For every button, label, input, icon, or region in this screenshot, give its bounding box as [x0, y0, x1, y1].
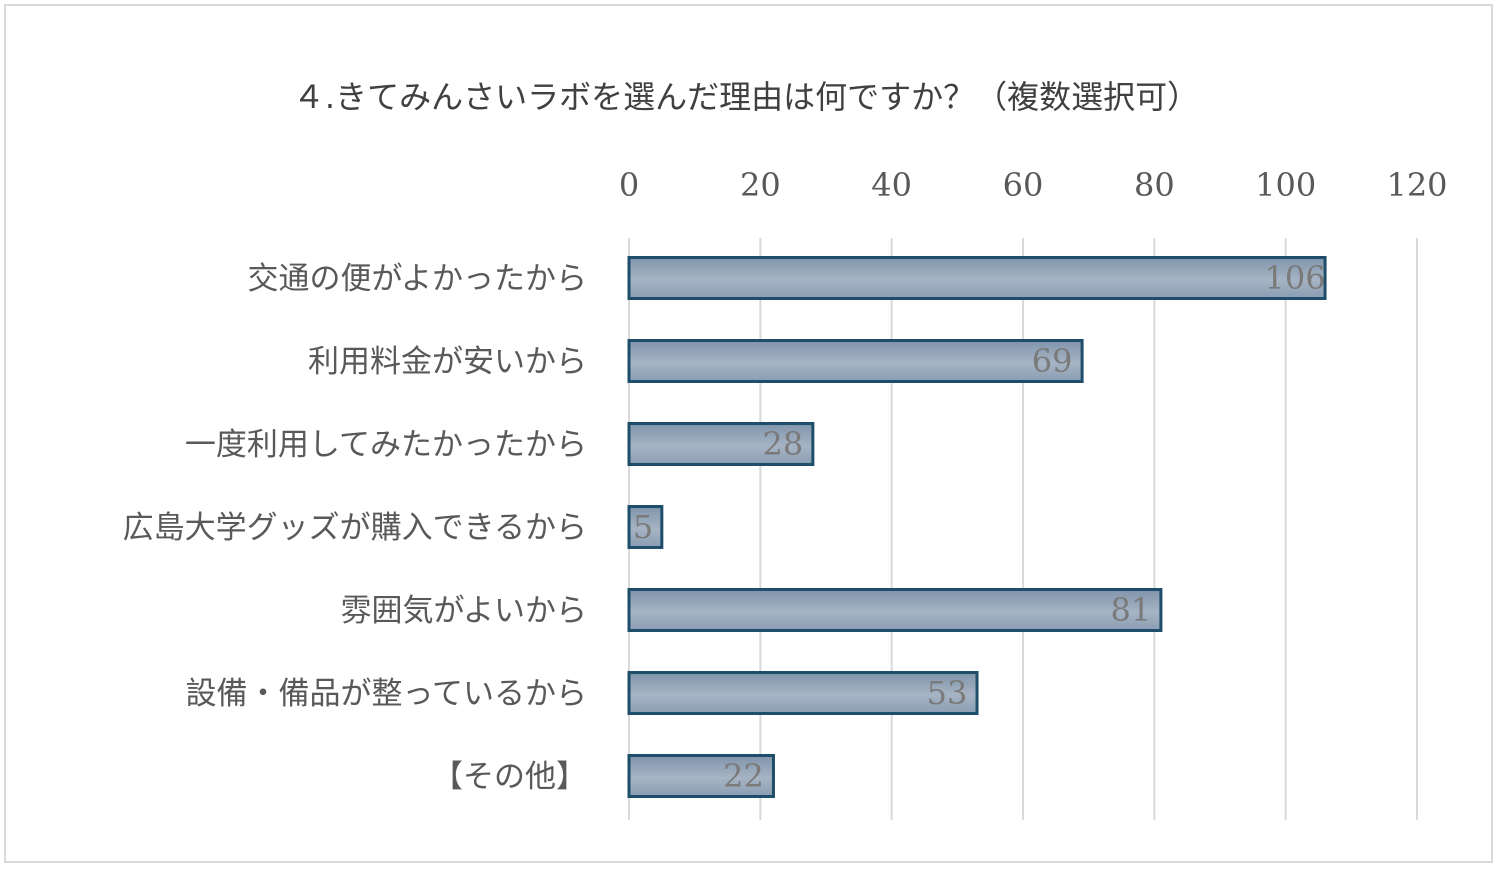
data-label-6: 53 [927, 674, 968, 712]
category-label-3: 一度利用してみたかったから [185, 427, 587, 463]
tick-label-40: 40 [871, 166, 912, 204]
bars [627, 256, 1327, 798]
data-label-7: 22 [723, 757, 764, 795]
tick-label-60: 60 [1003, 166, 1044, 204]
bar-4 [627, 505, 664, 549]
data-label-3: 28 [763, 425, 804, 463]
chart-title: ４.きてみんさいラボを選んだ理由は何ですか？（複数選択可） [293, 78, 1199, 116]
category-label-2: 利用料金が安いから [308, 344, 587, 380]
data-label-2: 69 [1032, 342, 1073, 380]
category-labels: 交通の便がよかったから利用料金が安いから一度利用してみたかったから広島大学グッズ… [123, 261, 587, 795]
bar-1 [627, 256, 1327, 300]
category-label-5: 雰囲気がよいから [341, 593, 587, 629]
gridlines [628, 238, 1418, 820]
data-labels: 106 69 28 5 81 53 22 [633, 259, 1326, 795]
bar-7 [627, 754, 775, 798]
bar-2 [627, 339, 1084, 383]
tick-label-100: 100 [1255, 166, 1316, 204]
bar-3 [627, 422, 815, 466]
category-label-7: 【その他】 [432, 759, 587, 795]
tick-label-20: 20 [740, 166, 781, 204]
data-label-4: 5 [633, 508, 653, 546]
data-label-5: 81 [1111, 591, 1152, 629]
bar-6 [627, 671, 979, 715]
data-label-1: 106 [1265, 259, 1326, 297]
category-label-1: 交通の便がよかったから [248, 261, 587, 297]
tick-label-0: 0 [619, 166, 639, 204]
tick-label-80: 80 [1134, 166, 1175, 204]
tick-label-120: 120 [1386, 166, 1447, 204]
x-axis-ticks: 0 20 40 60 80 100 120 [619, 166, 1448, 204]
category-label-4: 広島大学グッズが購入できるから [123, 510, 587, 546]
category-label-6: 設備・備品が整っているから [186, 676, 587, 712]
bar-5 [627, 588, 1163, 632]
